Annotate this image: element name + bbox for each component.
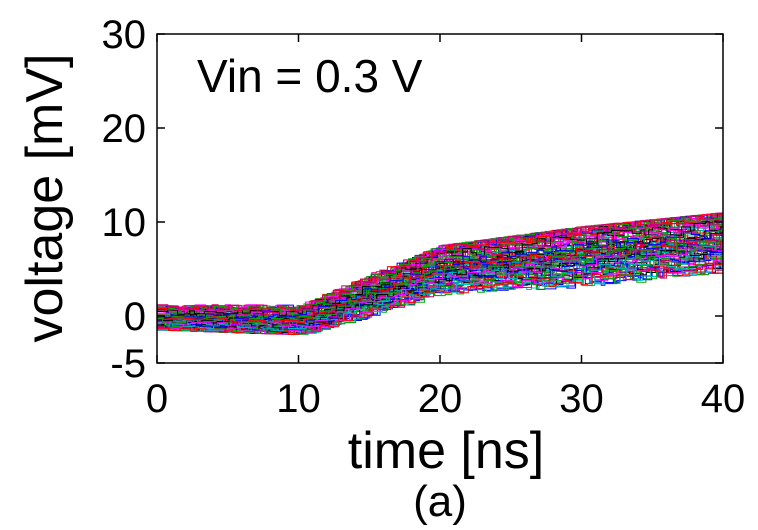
series-line <box>157 229 723 320</box>
series-line <box>157 215 723 311</box>
x-tick-label: 10 <box>276 377 321 421</box>
series-line <box>157 231 723 319</box>
y-tick-label: 20 <box>102 107 147 151</box>
series-line <box>157 248 724 328</box>
y-axis-label: voltage [mV] <box>16 53 74 342</box>
x-tick-label: 0 <box>146 377 168 421</box>
y-tick-label: 30 <box>102 13 147 57</box>
x-tick-label: 40 <box>701 377 746 421</box>
y-tick-label: 0 <box>124 295 146 339</box>
x-tick-label: 30 <box>559 377 604 421</box>
axis-ticks <box>156 33 724 364</box>
axis-tick-labels: 0 10 20 30 40 -50 10 20 30 <box>102 13 746 421</box>
series-line <box>157 247 723 328</box>
caption: (a) <box>413 477 467 525</box>
series-line <box>157 252 723 331</box>
x-tick-label: 20 <box>418 377 463 421</box>
series-line <box>157 212 723 311</box>
series-line <box>157 234 723 324</box>
y-tick-label: -5 <box>110 342 146 386</box>
series-lines <box>157 212 724 336</box>
x-axis-label: time [ns] <box>348 422 545 480</box>
series-line <box>157 239 724 326</box>
series-line <box>157 262 723 335</box>
y-tick-label: 10 <box>102 201 147 245</box>
annotation: Vin = 0.3 V <box>197 50 423 102</box>
